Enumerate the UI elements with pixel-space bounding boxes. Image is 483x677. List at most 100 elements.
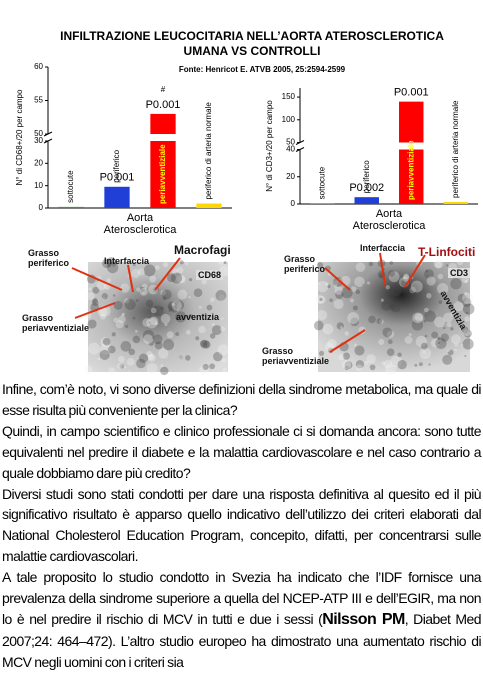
texture-dot	[198, 325, 206, 334]
texture-dot	[202, 340, 211, 349]
texture-dot	[424, 334, 428, 338]
texture-dot	[385, 364, 397, 376]
texture-dot	[397, 360, 407, 370]
texture-dot	[118, 315, 126, 324]
bar	[196, 203, 222, 208]
texture-dot	[436, 283, 449, 295]
texture-dot	[160, 289, 166, 296]
texture-dot	[99, 313, 107, 320]
texture-dot	[188, 277, 193, 282]
texture-dot	[408, 283, 419, 293]
body-text: Infine, com’è noto, vi sono diverse defi…	[2, 379, 482, 673]
texture-dot	[217, 344, 229, 356]
texture-dot	[210, 297, 215, 303]
texture-dot	[447, 349, 451, 353]
texture-dot	[426, 293, 432, 299]
texture-dot	[200, 340, 208, 348]
texture-dot	[84, 365, 93, 374]
texture-dot	[463, 329, 471, 337]
texture-dot	[381, 361, 386, 366]
texture-dot	[456, 259, 464, 266]
texture-dot	[146, 350, 153, 358]
texture-dot	[222, 367, 228, 373]
texture-dot	[428, 363, 431, 366]
texture-dot	[386, 330, 395, 338]
texture-dot	[462, 338, 474, 350]
texture-dot	[438, 300, 443, 304]
texture-dot	[424, 269, 434, 279]
texture-dot	[464, 316, 470, 322]
title: INFILTRAZIONE LEUCOCITARIA NELL’AORTA AT…	[60, 29, 444, 43]
texture-dot	[327, 338, 337, 349]
texture-dot	[385, 285, 390, 290]
texture-dot	[369, 364, 376, 371]
figure-label: T-Linfociti	[418, 245, 476, 259]
paragraph: Diversi studi sono stati condotti per da…	[2, 484, 482, 568]
texture-dot	[173, 300, 179, 306]
bar	[58, 206, 84, 208]
texture-dot	[344, 331, 350, 336]
texture-dot	[450, 278, 462, 290]
annotation: P0.001	[394, 87, 429, 99]
texture-dot	[178, 275, 186, 284]
texture-dot	[120, 283, 130, 293]
texture-dot	[152, 334, 163, 345]
text-run: A tale proposito lo studio condotto in S…	[2, 569, 482, 627]
texture-dot	[113, 300, 123, 310]
texture-dot	[143, 264, 156, 277]
texture-dot	[176, 266, 184, 274]
texture-dot	[453, 301, 464, 312]
texture-dot	[366, 354, 376, 364]
texture-dot	[388, 270, 395, 277]
texture-dot	[101, 293, 108, 300]
texture-dot	[338, 354, 345, 361]
texture-dot	[317, 282, 321, 285]
texture-dot	[218, 259, 224, 265]
figure-label: Grasso periavventiziale	[262, 346, 330, 366]
texture-dot	[335, 290, 344, 299]
texture-dot	[466, 311, 469, 314]
texture-dot	[329, 298, 333, 302]
texture-dot	[112, 294, 116, 297]
texture-dot	[462, 297, 472, 308]
figure-area: INFILTRAZIONE LEUCOCITARIA NELL’AORTA AT…	[15, 29, 478, 376]
texture-dot	[155, 322, 159, 326]
texture-dot	[355, 262, 366, 272]
texture-dot	[388, 303, 396, 311]
texture-dot	[464, 354, 467, 358]
y-tick-label: 20	[286, 172, 295, 181]
texture-dot	[387, 339, 393, 345]
category-label: sottocute	[66, 170, 75, 203]
texture-dot	[128, 348, 136, 356]
figure-label: Interfaccia	[104, 256, 150, 266]
texture-dot	[334, 285, 344, 295]
source: Fonte: Henricot E. ATVB 2005, 25:2594-25…	[179, 65, 346, 74]
texture-dot	[382, 327, 393, 338]
texture-dot	[138, 353, 149, 363]
texture-dot	[113, 317, 119, 323]
texture-dot	[317, 280, 329, 293]
category-label: periavventiziale	[158, 144, 167, 204]
texture-dot	[184, 261, 189, 266]
texture-dot	[352, 305, 358, 311]
text-run: Diversi studi sono stati condotti per da…	[2, 485, 482, 565]
texture-dot	[344, 361, 353, 370]
texture-dot	[100, 343, 111, 355]
texture-dot	[88, 287, 92, 291]
texture-dot	[124, 366, 127, 369]
texture-dot	[118, 355, 125, 363]
texture-dot	[215, 289, 227, 301]
texture-dot	[364, 360, 369, 365]
texture-dot	[107, 345, 116, 354]
group-label: Aterosclerotica	[104, 224, 178, 236]
photo	[88, 262, 228, 372]
texture-dot	[390, 355, 402, 368]
texture-dot	[157, 348, 169, 359]
texture-dot	[327, 284, 331, 289]
texture-dot	[137, 268, 145, 276]
texture-dot	[221, 358, 226, 363]
bar	[150, 113, 176, 208]
texture-dot	[124, 298, 130, 304]
texture-dot	[111, 332, 116, 337]
